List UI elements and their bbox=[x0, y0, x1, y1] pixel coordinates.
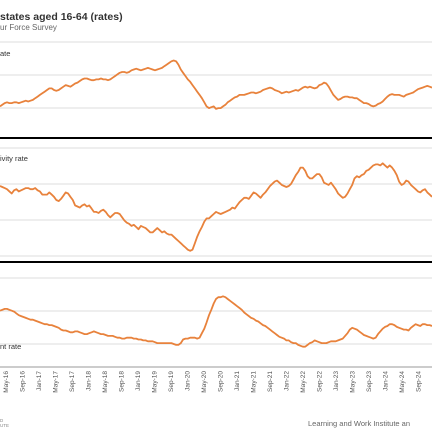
x-tick-label: May-17 bbox=[53, 371, 60, 393]
x-tick-label: May-18 bbox=[102, 371, 109, 393]
x-tick-label: Sep-23 bbox=[366, 371, 373, 392]
x-tick-label: Jan-17 bbox=[36, 371, 43, 391]
x-tick-label: Sep-20 bbox=[218, 371, 225, 392]
x-tick-label: May-24 bbox=[399, 371, 406, 393]
x-tick-label: Jan-19 bbox=[135, 371, 142, 391]
logo-wordmark: D UTE bbox=[0, 418, 9, 428]
x-tick-label: Jan-23 bbox=[333, 371, 340, 391]
x-tick-label: May-20 bbox=[201, 371, 208, 393]
x-tick-label: May-16 bbox=[3, 371, 10, 393]
x-tick-label: Sep-18 bbox=[119, 371, 126, 392]
series-line-panel3 bbox=[0, 295, 432, 348]
source-note: Learning and Work Institute an bbox=[308, 419, 411, 428]
x-tick-label: Sep-16 bbox=[20, 371, 27, 392]
x-tick-label: Jan-18 bbox=[86, 371, 93, 391]
x-tick-label: Sep-24 bbox=[416, 371, 423, 392]
x-tick-label: Sep-21 bbox=[267, 371, 274, 392]
x-tick-label: Sep-19 bbox=[168, 371, 175, 392]
x-tick-label: Sep-17 bbox=[69, 371, 76, 392]
chart-title: states aged 16-64 (rates) bbox=[0, 11, 123, 23]
x-tick-label: Sep-22 bbox=[317, 371, 324, 392]
x-tick-label: May-22 bbox=[300, 371, 307, 393]
panel-label-employment: ate bbox=[0, 49, 11, 58]
chart-subtitle: ur Force Survey bbox=[0, 23, 57, 32]
panel-label-unemployment: nt rate bbox=[0, 342, 22, 351]
x-tick-label: Jan-20 bbox=[185, 371, 192, 391]
x-tick-label: Jan-22 bbox=[284, 371, 291, 391]
x-tick-label: Jan-24 bbox=[383, 371, 390, 391]
series-line-panel1 bbox=[0, 59, 432, 110]
x-tick-label: May-19 bbox=[152, 371, 159, 393]
series-line-panel2 bbox=[0, 162, 432, 252]
panel-label-inactivity: ivity rate bbox=[0, 154, 28, 163]
x-tick-label: May-21 bbox=[251, 371, 258, 393]
x-tick-label: May-23 bbox=[350, 371, 357, 393]
x-tick-label: Jan-21 bbox=[234, 371, 241, 391]
